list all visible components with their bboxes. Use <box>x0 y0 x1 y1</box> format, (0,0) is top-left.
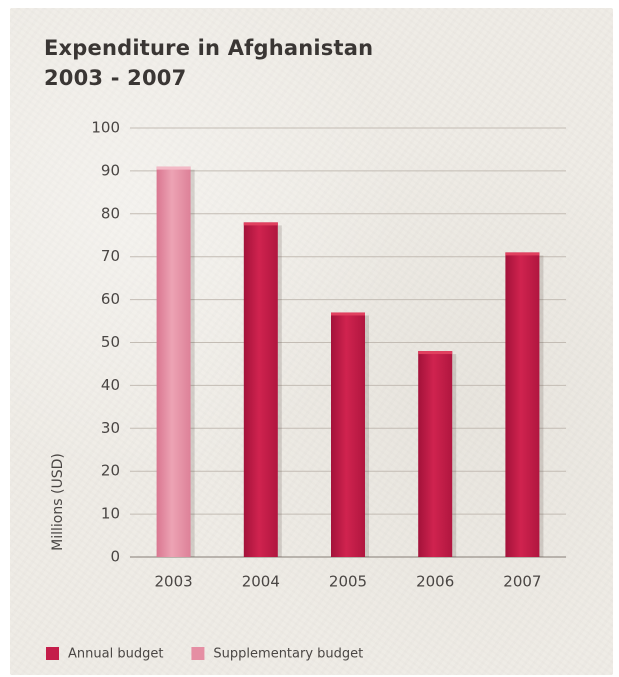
y-tick-label: 10 <box>101 505 120 523</box>
bar-top-highlight <box>331 312 365 316</box>
bar-annual-2007 <box>505 252 540 557</box>
bar-top-highlight <box>418 351 453 355</box>
chart-card: Expenditure in Afghanistan 2003 - 2007 0… <box>10 8 613 675</box>
y-axis-title: Millions (USD) <box>50 453 66 551</box>
y-tick-label: 20 <box>101 462 120 480</box>
bar-supplementary-2003 <box>156 166 191 558</box>
bar-top-highlight <box>156 166 191 170</box>
legend-label: Annual budget <box>68 647 163 662</box>
y-tick-label: 100 <box>91 119 120 137</box>
y-axis: 0 10 20 30 40 50 60 70 80 90 100 <box>91 119 120 566</box>
y-tick-label: 70 <box>101 247 120 265</box>
bar-top-highlight <box>505 252 540 256</box>
x-tick-label: 2003 <box>155 573 193 591</box>
x-axis: 2003 2004 2005 2006 2007 <box>155 573 542 591</box>
x-tick-label: 2005 <box>329 573 367 591</box>
y-tick-label: 30 <box>101 419 120 437</box>
legend-label: Supplementary budget <box>213 647 363 662</box>
y-tick-label: 90 <box>101 161 120 179</box>
bar-annual-2004 <box>243 222 278 557</box>
y-tick-label: 0 <box>110 548 120 566</box>
x-tick-label: 2004 <box>242 573 280 591</box>
y-tick-label: 60 <box>101 290 120 308</box>
x-tick-label: 2006 <box>416 573 454 591</box>
chart-subtitle: 2003 - 2007 <box>44 66 187 90</box>
y-tick-label: 50 <box>101 333 120 351</box>
x-tick-label: 2007 <box>503 573 541 591</box>
bar-top-highlight <box>243 222 278 226</box>
bars <box>156 166 544 558</box>
bar-annual-2005 <box>331 312 365 557</box>
legend-swatch <box>191 647 205 660</box>
chart-title: Expenditure in Afghanistan <box>44 36 374 60</box>
gridlines <box>130 127 566 558</box>
bar-annual-2006 <box>418 351 453 557</box>
y-tick-label: 40 <box>101 376 120 394</box>
y-tick-label: 80 <box>101 204 120 222</box>
legend: Annual budget Supplementary budget <box>46 647 363 662</box>
legend-swatch <box>46 647 59 660</box>
